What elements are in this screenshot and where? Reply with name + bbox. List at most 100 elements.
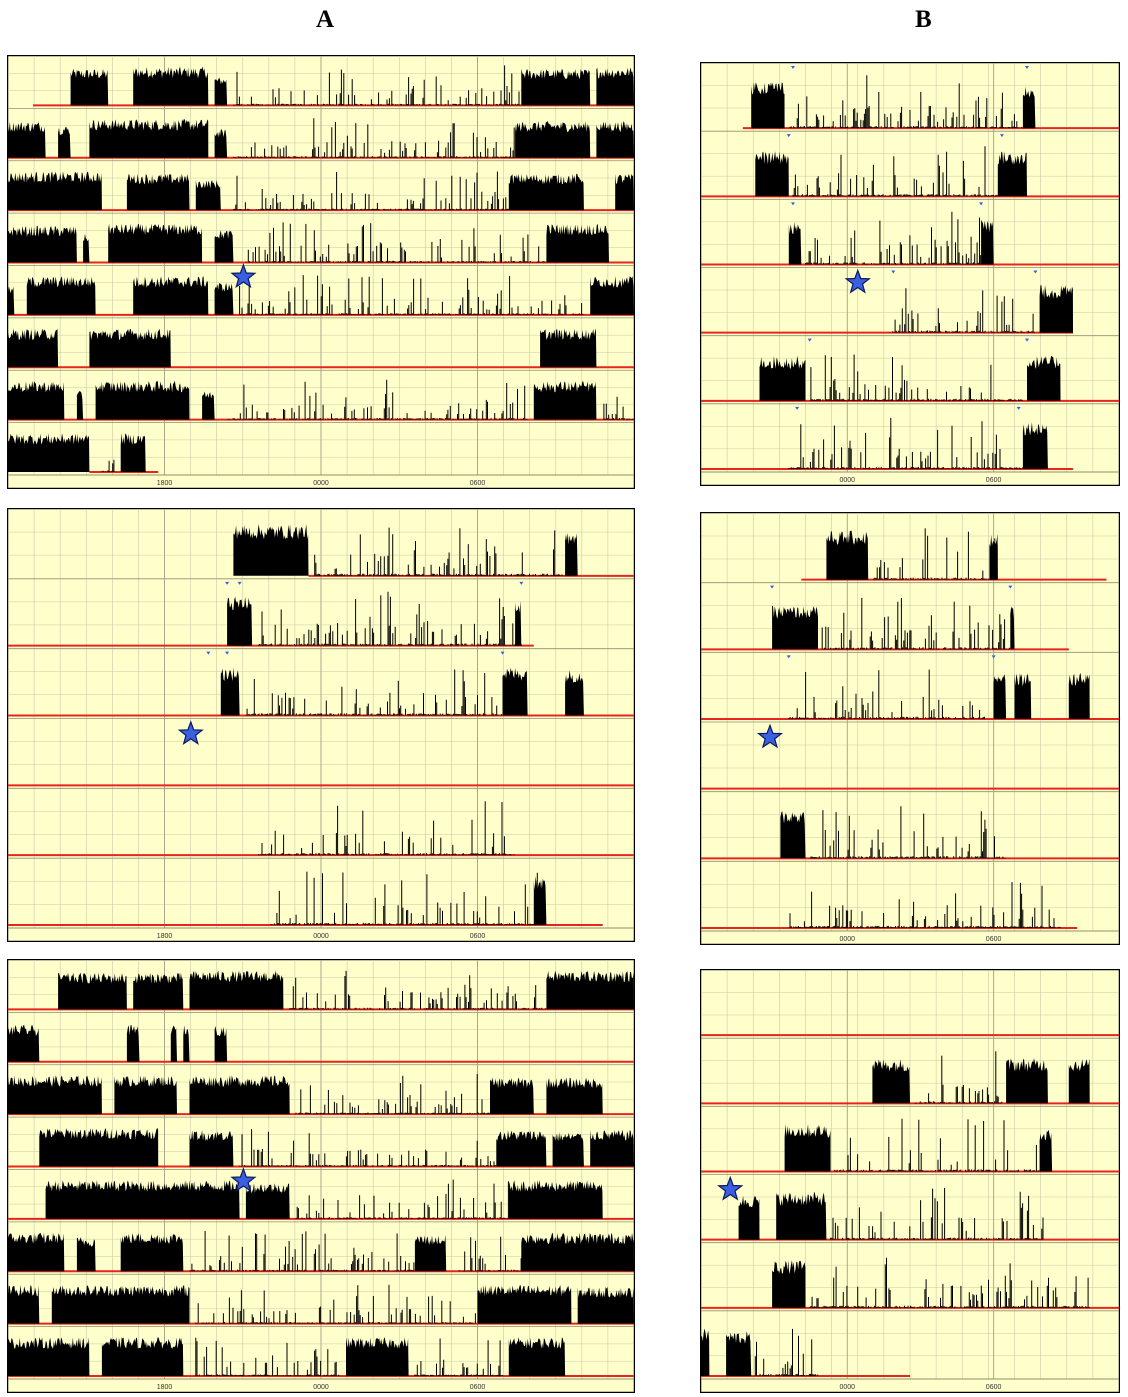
activity-bout [8,286,15,315]
activity-spikes [809,806,1006,859]
activity-bout [552,1132,584,1167]
activity-bout [120,1233,184,1272]
activity-spikes [788,669,985,719]
activity-bout [1068,1058,1090,1104]
activity-bout [8,1337,90,1376]
activity-bout [546,1077,603,1115]
activity-bout [120,433,146,472]
activity-spikes [232,171,509,211]
activity-bout [45,1180,240,1219]
x-tick-label: 0600 [986,1384,1002,1391]
activity-bout [133,66,209,106]
activity-bout [8,1232,65,1272]
star-icon [756,723,784,749]
activity-bout [133,276,209,315]
activity-bout [590,276,634,315]
onset-marker [999,134,1004,138]
onset-marker [500,651,505,655]
activity-bout [39,1127,159,1167]
activity-bout [981,219,994,265]
x-tick-label: 0600 [986,477,1002,484]
activity-bout [1068,672,1090,719]
activity-bout [596,67,634,106]
activity-bout [8,171,102,211]
activity-bout [414,1234,447,1272]
activity-bout [788,222,802,265]
activity-bout [784,1124,831,1172]
actogram-row [701,1257,1119,1309]
x-tick-label: 0600 [470,1384,486,1391]
onset-marker [786,134,791,138]
activity-spikes [788,75,1024,129]
actogram-row [701,806,1119,860]
activity-spikes [226,379,528,420]
actogram-row [8,379,635,421]
activity-bout [76,391,84,420]
activity-bout [214,282,234,315]
activity-spikes [913,1051,1003,1104]
x-tick-label: 0000 [840,1384,856,1391]
actogram-row [8,1074,634,1116]
activity-bout [1014,673,1032,719]
activity-bout [521,1232,634,1272]
activity-bout [83,234,90,263]
activity-spikes [788,417,1024,469]
activity-spikes [195,1284,478,1324]
x-tick-label: 0000 [313,1384,329,1391]
activity-bout [490,1077,534,1115]
activity-bout [826,530,869,580]
actogram-row [701,354,1119,402]
actogram-row [8,1284,634,1325]
star-icon [844,268,871,294]
activity-bout [759,355,806,401]
actogram-panel-a3: 1800 0000 0600 [7,959,635,1393]
onset-marker [991,655,996,659]
x-tick-label: 0000 [840,936,856,943]
activity-bout [477,1284,572,1324]
activity-spikes [830,1187,1044,1240]
activity-bout [1022,86,1036,129]
activity-bout [508,1337,566,1376]
actogram-row [8,1127,634,1168]
activity-bout [993,674,1007,719]
activity-bout [189,970,284,1010]
activity-bout [502,667,528,716]
activity-spikes [257,591,522,646]
actogram-panel-a1: 1800 0000 0600 [7,55,635,489]
actogram-row [233,524,634,577]
activity-spikes [232,118,515,158]
activity-bout [1027,355,1061,401]
activity-bout [596,121,634,158]
activity-bout [70,68,109,106]
actogram-row [8,433,159,473]
actogram-row [701,597,1069,651]
activity-spikes [458,1236,522,1272]
activity-bout [515,121,591,158]
activity-spikes [888,288,1035,333]
actogram-row [8,275,634,316]
activity-bout [58,972,127,1010]
activity-bout [26,276,96,315]
star-icon [230,263,257,289]
onset-marker [1008,585,1013,589]
onset-marker [790,66,795,69]
activity-spikes [257,801,515,856]
activity-spikes [270,871,541,925]
x-tick-label: 0000 [313,933,329,940]
activity-bout [51,1285,190,1324]
activity-spikes [788,882,1061,928]
activity-spikes [239,1129,496,1167]
activity-bout [701,1328,710,1376]
activity-bout [565,670,584,716]
activity-spikes [809,1257,1090,1308]
activity-bout [997,151,1027,197]
onset-marker [225,651,230,655]
activity-spikes [245,669,502,716]
activity-bout [195,180,221,211]
actogram-row [742,75,1119,130]
activity-bout [114,1075,177,1115]
actogram-row [8,970,634,1011]
actogram-row [801,528,1107,581]
x-tick-label: 1800 [157,933,173,940]
activity-spikes [414,1338,503,1376]
